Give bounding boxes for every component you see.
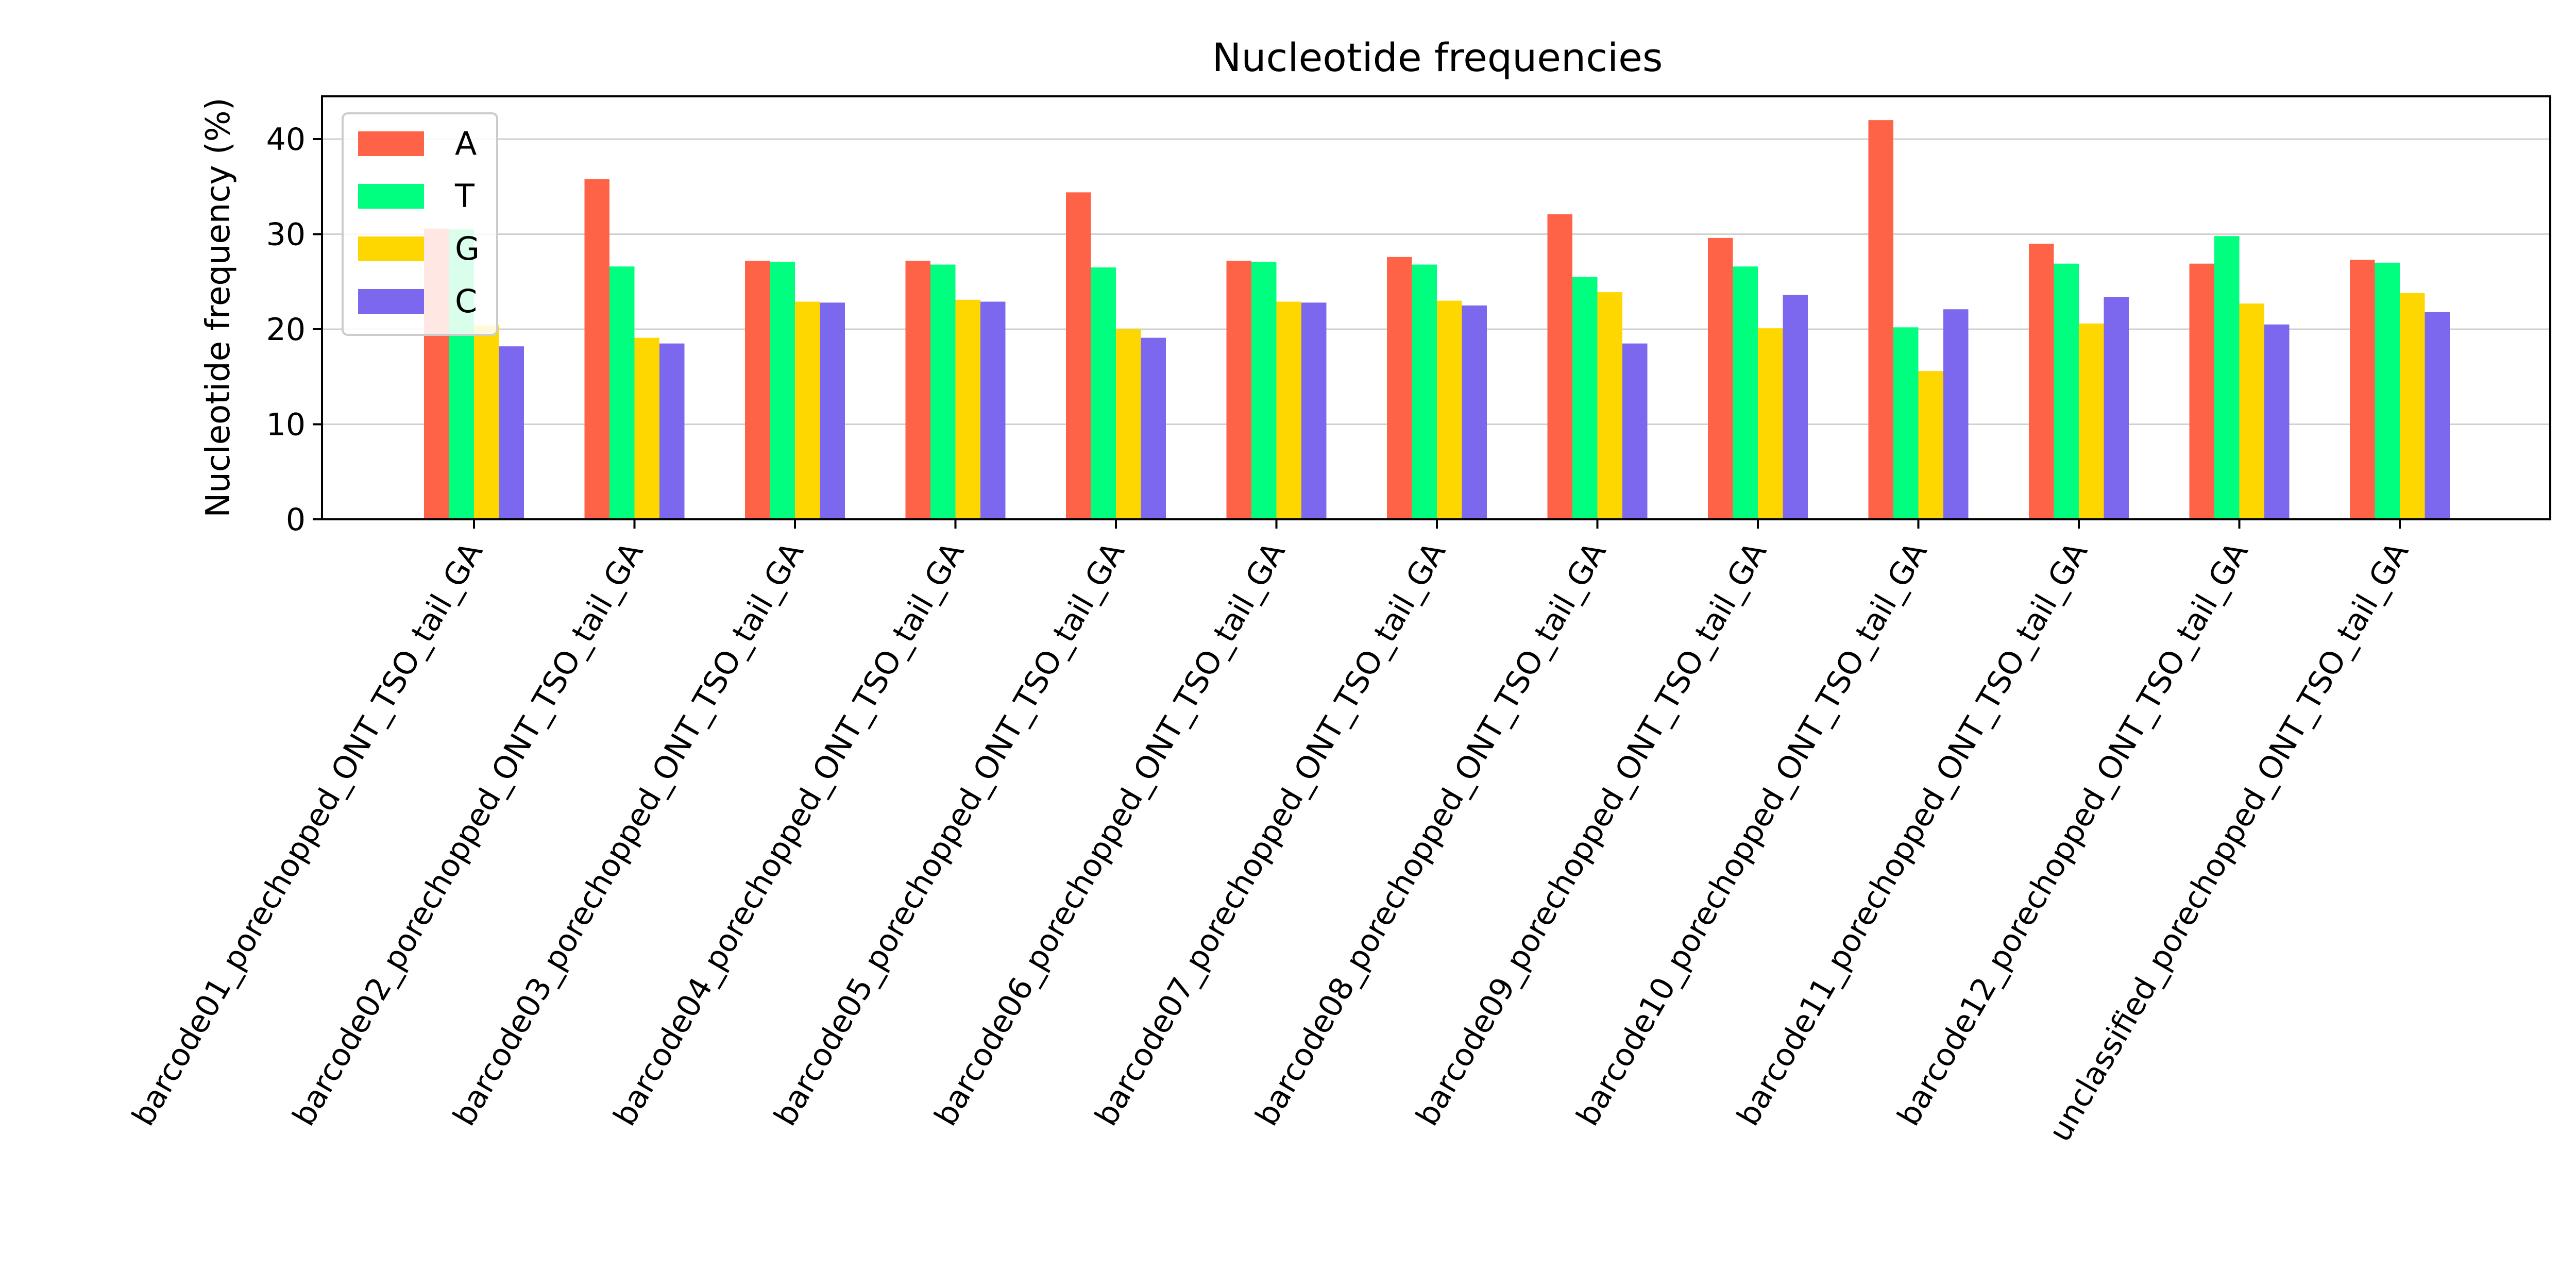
x-tick-label: barcode06_porechopped_ONT_TSO_tail_GA bbox=[927, 536, 1292, 1132]
bar-T-10 bbox=[1893, 327, 1919, 519]
bar-G-9 bbox=[1758, 328, 1783, 519]
y-tick-label: 10 bbox=[266, 407, 306, 443]
bar-C-4 bbox=[980, 301, 1006, 519]
bar-T-7 bbox=[1412, 264, 1437, 519]
bar-C-3 bbox=[820, 302, 845, 519]
bar-C-5 bbox=[1141, 337, 1166, 519]
bar-A-3 bbox=[745, 261, 770, 519]
bar-C-13 bbox=[2425, 312, 2450, 519]
bar-G-13 bbox=[2400, 293, 2425, 519]
legend-label-C: C bbox=[455, 282, 477, 320]
axes-layer bbox=[313, 95, 2551, 529]
bar-T-2 bbox=[609, 266, 635, 519]
bar-A-5 bbox=[1066, 192, 1091, 519]
bar-A-12 bbox=[2189, 263, 2214, 519]
bar-C-11 bbox=[2104, 297, 2129, 519]
bar-A-6 bbox=[1226, 261, 1251, 519]
bar-G-7 bbox=[1437, 300, 1462, 519]
y-tick-label: 40 bbox=[266, 122, 306, 158]
bar-G-8 bbox=[1597, 292, 1622, 519]
bar-G-4 bbox=[955, 299, 980, 519]
bar-G-3 bbox=[795, 301, 820, 519]
bar-G-2 bbox=[634, 337, 659, 519]
bar-C-8 bbox=[1622, 343, 1648, 519]
bar-G-6 bbox=[1276, 301, 1301, 519]
bar-A-9 bbox=[1708, 238, 1733, 520]
y-tick-label: 20 bbox=[266, 312, 306, 348]
bar-T-8 bbox=[1572, 277, 1598, 519]
bar-G-12 bbox=[2239, 303, 2264, 519]
x-tick-label: barcode04_porechopped_ONT_TSO_tail_GA bbox=[606, 536, 971, 1132]
legend-label-G: G bbox=[455, 230, 480, 267]
bar-A-2 bbox=[584, 179, 609, 519]
x-tick-label: barcode03_porechopped_ONT_TSO_tail_GA bbox=[446, 536, 811, 1132]
x-tick-label: barcode02_porechopped_ONT_TSO_tail_GA bbox=[285, 536, 650, 1132]
bar-T-12 bbox=[2214, 236, 2240, 519]
bar-A-13 bbox=[2350, 260, 2375, 519]
bar-T-6 bbox=[1251, 262, 1277, 519]
bar-T-4 bbox=[930, 264, 956, 519]
x-tick-label: unclassified_porechopped_ONT_TSO_tail_GA bbox=[2042, 536, 2416, 1148]
bar-G-5 bbox=[1116, 329, 1141, 519]
y-tick-label: 0 bbox=[286, 502, 306, 538]
x-tick-label: barcode10_porechopped_ONT_TSO_tail_GA bbox=[1569, 536, 1934, 1132]
bar-C-1 bbox=[499, 346, 524, 519]
bar-A-4 bbox=[905, 261, 930, 519]
bar-A-10 bbox=[1868, 120, 1893, 519]
bar-T-9 bbox=[1733, 266, 1758, 519]
legend-label-T: T bbox=[454, 177, 475, 215]
bar-T-5 bbox=[1091, 267, 1116, 519]
bar-C-12 bbox=[2264, 324, 2290, 519]
legend-label-A: A bbox=[455, 125, 477, 162]
chart-title: Nucleotide frequencies bbox=[1212, 35, 1663, 80]
y-tick-label: 30 bbox=[266, 217, 306, 253]
bars-layer bbox=[424, 120, 2450, 520]
bar-G-1 bbox=[474, 325, 499, 519]
bar-A-11 bbox=[2029, 243, 2054, 519]
x-tick-label: barcode05_porechopped_ONT_TSO_tail_GA bbox=[767, 536, 1132, 1132]
x-tick-label: barcode08_porechopped_ONT_TSO_tail_GA bbox=[1248, 536, 1613, 1132]
legend-swatch-T bbox=[358, 184, 424, 209]
x-tick-label: barcode01_porechopped_ONT_TSO_tail_GA bbox=[125, 536, 490, 1132]
x-tick-label: barcode07_porechopped_ONT_TSO_tail_GA bbox=[1088, 536, 1453, 1132]
bar-C-2 bbox=[659, 343, 685, 519]
bar-C-10 bbox=[1943, 309, 1969, 519]
x-tick-label: barcode12_porechopped_ONT_TSO_tail_GA bbox=[1890, 536, 2255, 1132]
bar-A-8 bbox=[1547, 214, 1572, 519]
bar-C-9 bbox=[1783, 295, 1808, 519]
bar-C-6 bbox=[1301, 302, 1327, 519]
legend-swatch-A bbox=[358, 131, 424, 156]
x-tick-label: barcode11_porechopped_ONT_TSO_tail_GA bbox=[1730, 536, 2095, 1132]
x-tick-label: barcode09_porechopped_ONT_TSO_tail_GA bbox=[1409, 536, 1774, 1132]
bar-T-11 bbox=[2054, 263, 2079, 519]
y-axis-label: Nucleotide frequency (%) bbox=[199, 97, 238, 517]
legend-swatch-C bbox=[358, 289, 424, 314]
bar-A-7 bbox=[1387, 257, 1412, 519]
bar-T-3 bbox=[770, 262, 795, 519]
bar-T-13 bbox=[2375, 262, 2400, 519]
bar-C-7 bbox=[1462, 305, 1487, 519]
bar-G-11 bbox=[2079, 323, 2104, 519]
legend-swatch-G bbox=[358, 236, 424, 261]
bar-G-10 bbox=[1918, 371, 1943, 519]
legend-box bbox=[342, 112, 498, 336]
